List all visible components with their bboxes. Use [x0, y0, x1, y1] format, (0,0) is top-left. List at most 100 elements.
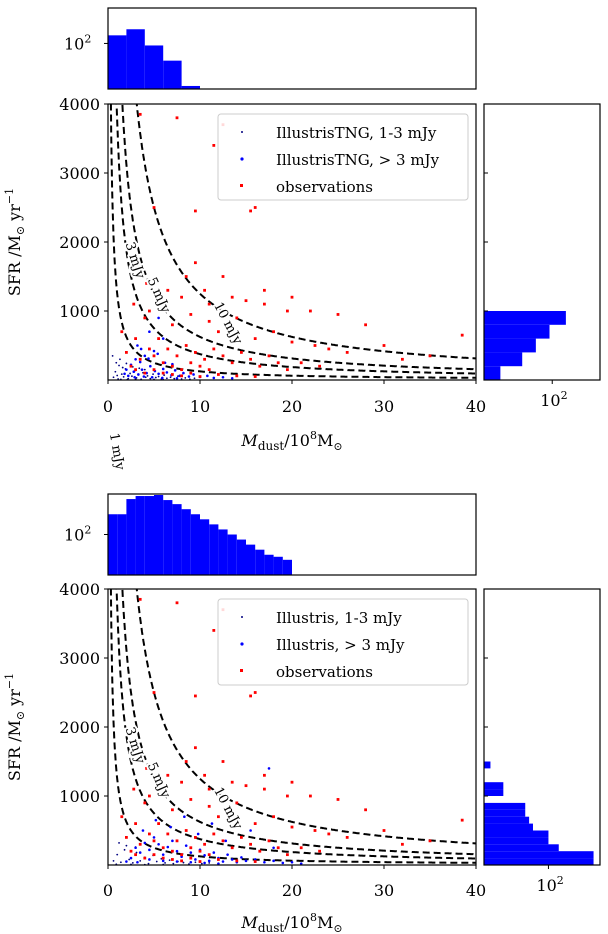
y-tick-label: 1000: [59, 787, 100, 806]
histogram-bar: [218, 529, 228, 575]
data-point: [129, 372, 131, 375]
histogram-bar: [484, 858, 594, 865]
data-point: [272, 846, 275, 850]
histogram-bar: [144, 496, 154, 575]
data-point: [276, 846, 280, 850]
legend-marker: [240, 669, 243, 672]
data-point: [299, 361, 303, 365]
histogram-bar: [227, 534, 237, 575]
histogram-bar: [209, 524, 219, 575]
data-point: [144, 376, 147, 379]
data-point: [142, 375, 146, 378]
data-point: [126, 374, 130, 378]
data-point: [184, 829, 188, 832]
data-point: [138, 112, 142, 116]
data-point: [119, 861, 122, 864]
data-point: [272, 815, 275, 819]
data-point: [120, 373, 123, 376]
data-point: [230, 858, 234, 861]
data-point: [253, 375, 257, 378]
data-point: [253, 858, 257, 861]
data-point: [313, 344, 317, 347]
y-axis-label: SFR /M⊙ yr−1: [3, 188, 27, 296]
data-point: [272, 859, 275, 863]
data-point: [152, 853, 156, 857]
data-point: [116, 374, 119, 377]
data-point: [165, 377, 168, 380]
data-point: [290, 860, 294, 864]
data-point: [175, 839, 179, 843]
data-point: [210, 822, 214, 825]
data-point: [173, 369, 177, 372]
x-tick-label: 30: [374, 397, 394, 416]
data-point: [180, 374, 183, 378]
data-point: [382, 344, 386, 347]
data-point: [187, 375, 191, 378]
data-point: [221, 375, 225, 379]
data-point: [221, 354, 225, 358]
data-point: [180, 368, 183, 372]
data-point: [171, 323, 174, 327]
histogram-bar: [144, 45, 164, 89]
data-point: [217, 815, 220, 819]
data-point: [152, 368, 156, 372]
data-point: [345, 836, 349, 839]
data-point: [336, 313, 340, 316]
x-tick-label: 40: [466, 397, 486, 416]
data-point: [180, 853, 183, 857]
data-point: [207, 319, 211, 323]
data-point: [150, 375, 154, 379]
histogram-bar: [484, 761, 491, 769]
data-point: [299, 862, 303, 865]
data-point: [244, 784, 248, 788]
data-point: [207, 787, 211, 791]
data-point: [171, 364, 174, 368]
right-histogram: 102: [483, 588, 601, 895]
data-point: [364, 323, 367, 327]
data-point: [249, 842, 252, 846]
data-point: [175, 860, 179, 863]
data-point: [198, 375, 202, 378]
data-point: [203, 773, 206, 777]
data-point: [177, 375, 179, 378]
data-point: [217, 373, 220, 376]
histogram-bar: [236, 539, 246, 575]
data-point: [189, 371, 193, 375]
top-histogram-tick-label: 102: [64, 524, 91, 545]
data-point: [428, 839, 432, 843]
data-point: [138, 851, 142, 854]
data-point: [226, 853, 229, 856]
data-point: [157, 316, 160, 320]
data-point: [217, 862, 220, 865]
histogram-bar: [154, 495, 164, 575]
contour-label: 3 mJy: [122, 725, 148, 766]
data-point: [116, 853, 119, 856]
data-point: [145, 282, 149, 285]
data-point: [149, 377, 152, 380]
data-point: [136, 860, 139, 864]
legend-marker: [240, 184, 243, 187]
data-point: [318, 364, 321, 368]
data-point: [125, 844, 128, 847]
data-point: [148, 309, 151, 313]
histogram-bar: [264, 554, 274, 575]
histogram-bar: [135, 496, 145, 575]
contour-label: 3 mJy: [122, 240, 148, 281]
y-tick-label: 4000: [59, 580, 100, 599]
data-point: [194, 351, 197, 354]
x-axis-label: Mdust/108M⊙: [240, 911, 342, 934]
data-point: [111, 354, 114, 357]
data-point: [189, 313, 193, 316]
data-point: [125, 368, 128, 371]
data-point: [194, 261, 197, 265]
data-point: [137, 373, 140, 376]
series-group: [120, 597, 464, 863]
data-point: [168, 859, 171, 862]
histogram-bar: [163, 500, 173, 575]
legend: Illustris, 1-3 mJy Illustris, > 3 mJy obse…: [217, 598, 469, 686]
data-point: [134, 846, 137, 850]
histogram-bar: [484, 809, 526, 817]
data-point: [152, 373, 154, 376]
data-point: [180, 780, 183, 784]
